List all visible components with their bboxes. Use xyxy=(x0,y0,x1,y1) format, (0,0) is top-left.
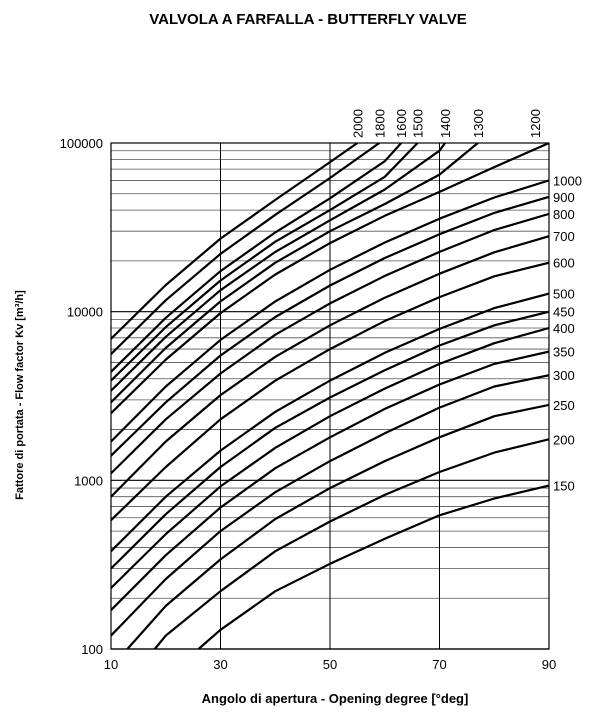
series-line-800 xyxy=(111,212,549,475)
top-label-2000: 2000 xyxy=(350,109,365,138)
series-label-1000: 1000 xyxy=(553,173,582,188)
series-line-1000 xyxy=(111,179,549,443)
series-label-350: 350 xyxy=(553,345,575,360)
series-line-450 xyxy=(111,310,549,570)
top-label-1600: 1600 xyxy=(394,109,409,138)
series-label-200: 200 xyxy=(553,432,575,447)
x-tick-label: 30 xyxy=(213,657,227,672)
series-line-1500 xyxy=(111,143,419,382)
chart-title: VALVOLA A FARFALLA - BUTTERFLY VALVE xyxy=(149,11,467,28)
x-axis-label: Angolo di apertura - Opening degree [°de… xyxy=(202,691,469,706)
y-tick-label: 100 xyxy=(81,642,103,657)
series-line-700 xyxy=(111,235,549,498)
series-label-300: 300 xyxy=(553,368,575,383)
series-line-1600 xyxy=(111,143,403,373)
series-label-600: 600 xyxy=(553,256,575,271)
y-tick-label: 1000 xyxy=(74,473,103,488)
series-label-500: 500 xyxy=(553,287,575,302)
series-line-350 xyxy=(111,350,549,611)
top-label-1400: 1400 xyxy=(438,109,453,138)
top-label-1800: 1800 xyxy=(372,109,387,138)
series-line-200 xyxy=(153,438,549,649)
series-label-900: 900 xyxy=(553,190,575,205)
x-tick-label: 50 xyxy=(323,657,337,672)
series-line-150 xyxy=(197,484,549,649)
top-label-1500: 1500 xyxy=(411,109,426,138)
series-line-2000 xyxy=(111,143,359,340)
series-label-400: 400 xyxy=(553,321,575,336)
series-line-1300 xyxy=(111,143,479,404)
series-line-1800 xyxy=(111,143,380,355)
x-tick-label: 90 xyxy=(542,657,556,672)
series-label-250: 250 xyxy=(553,398,575,413)
series-line-300 xyxy=(111,374,549,637)
series-lines xyxy=(111,143,549,649)
series-label-700: 700 xyxy=(553,229,575,244)
grid xyxy=(110,142,550,650)
tick-labels: 10 30 50 70 90 100 1000 10000 100000 xyxy=(60,136,557,672)
series-label-150: 150 xyxy=(553,479,575,494)
series-label-450: 450 xyxy=(553,305,575,320)
series-line-600 xyxy=(111,261,549,521)
y-tick-label: 10000 xyxy=(67,305,103,320)
plot-frame xyxy=(110,142,550,650)
top-series-labels: 2000 1800 1600 1500 1400 1300 1200 xyxy=(350,109,543,138)
series-line-1200 xyxy=(111,143,549,414)
top-label-1200: 1200 xyxy=(528,109,543,138)
series-line-250 xyxy=(126,403,549,649)
x-tick-label: 10 xyxy=(104,657,118,672)
top-label-1300: 1300 xyxy=(471,109,486,138)
series-line-400 xyxy=(111,326,549,589)
series-label-800: 800 xyxy=(553,207,575,222)
y-tick-label: 100000 xyxy=(60,136,103,151)
y-axis-label: Fattore di portata - Flow factor Kv [m³/… xyxy=(14,290,26,500)
series-line-1400 xyxy=(111,143,446,392)
x-tick-label: 70 xyxy=(432,657,446,672)
series-line-900 xyxy=(111,195,549,457)
series-line-500 xyxy=(111,292,549,552)
